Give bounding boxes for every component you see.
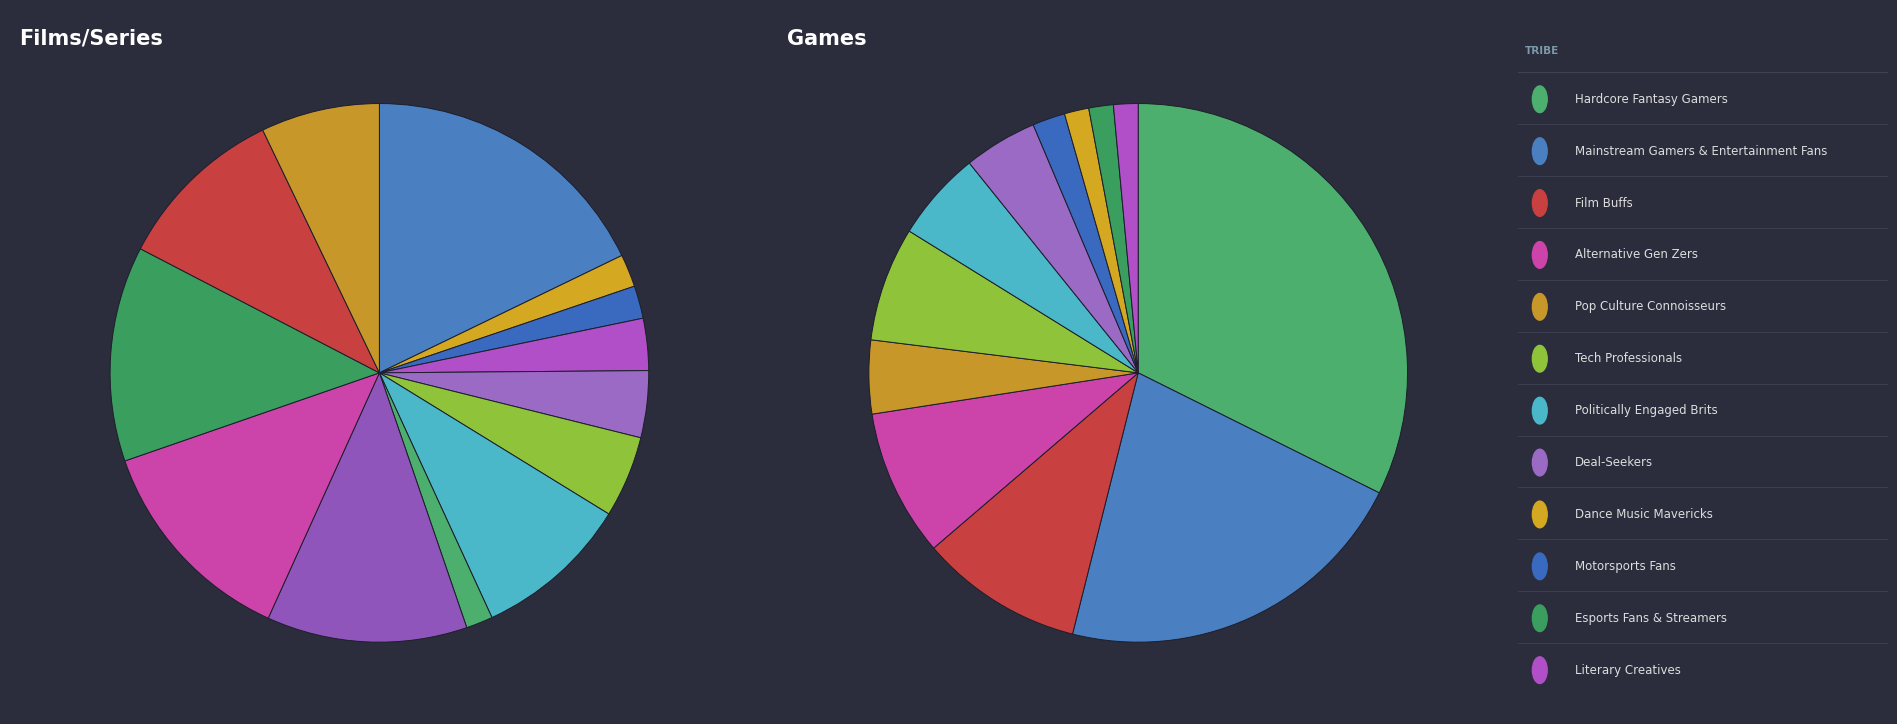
Wedge shape (1138, 104, 1408, 493)
Wedge shape (871, 231, 1138, 373)
Circle shape (1533, 397, 1548, 424)
Wedge shape (379, 373, 491, 628)
Text: Dance Music Mavericks: Dance Music Mavericks (1575, 508, 1713, 521)
Text: Games: Games (787, 29, 867, 49)
Wedge shape (1034, 114, 1138, 373)
Circle shape (1533, 553, 1548, 580)
Circle shape (1533, 138, 1548, 164)
Circle shape (1533, 605, 1548, 631)
Circle shape (1533, 293, 1548, 320)
Wedge shape (379, 256, 634, 373)
Wedge shape (379, 373, 609, 618)
Circle shape (1533, 449, 1548, 476)
Wedge shape (264, 104, 379, 373)
Wedge shape (125, 373, 379, 618)
Text: Esports Fans & Streamers: Esports Fans & Streamers (1575, 612, 1726, 625)
Text: Film Buffs: Film Buffs (1575, 196, 1633, 209)
Circle shape (1533, 190, 1548, 216)
Wedge shape (1089, 105, 1138, 373)
Circle shape (1533, 242, 1548, 269)
Wedge shape (379, 318, 649, 373)
Wedge shape (267, 373, 467, 642)
Text: Alternative Gen Zers: Alternative Gen Zers (1575, 248, 1698, 261)
Wedge shape (379, 104, 622, 373)
Text: Mainstream Gamers & Entertainment Fans: Mainstream Gamers & Entertainment Fans (1575, 145, 1827, 158)
Wedge shape (909, 163, 1138, 373)
Text: Pop Culture Connoisseurs: Pop Culture Connoisseurs (1575, 300, 1726, 313)
Circle shape (1533, 345, 1548, 372)
Text: TRIBE: TRIBE (1525, 46, 1559, 56)
Wedge shape (869, 340, 1138, 414)
Wedge shape (140, 130, 379, 373)
Circle shape (1533, 657, 1548, 683)
Wedge shape (1064, 108, 1138, 373)
Wedge shape (873, 373, 1138, 548)
Circle shape (1533, 86, 1548, 112)
Wedge shape (969, 125, 1138, 373)
Text: Politically Engaged Brits: Politically Engaged Brits (1575, 404, 1717, 417)
Text: Literary Creatives: Literary Creatives (1575, 664, 1681, 677)
Text: Deal-Seekers: Deal-Seekers (1575, 456, 1652, 469)
Wedge shape (379, 286, 643, 373)
Circle shape (1533, 501, 1548, 528)
Wedge shape (933, 373, 1138, 634)
Wedge shape (379, 373, 641, 514)
Text: Motorsports Fans: Motorsports Fans (1575, 560, 1675, 573)
Text: Hardcore Fantasy Gamers: Hardcore Fantasy Gamers (1575, 93, 1728, 106)
Wedge shape (379, 371, 649, 438)
Wedge shape (110, 249, 379, 461)
Text: Tech Professionals: Tech Professionals (1575, 353, 1683, 365)
Wedge shape (1072, 373, 1379, 642)
Wedge shape (1114, 104, 1138, 373)
Text: Films/Series: Films/Series (19, 29, 163, 49)
